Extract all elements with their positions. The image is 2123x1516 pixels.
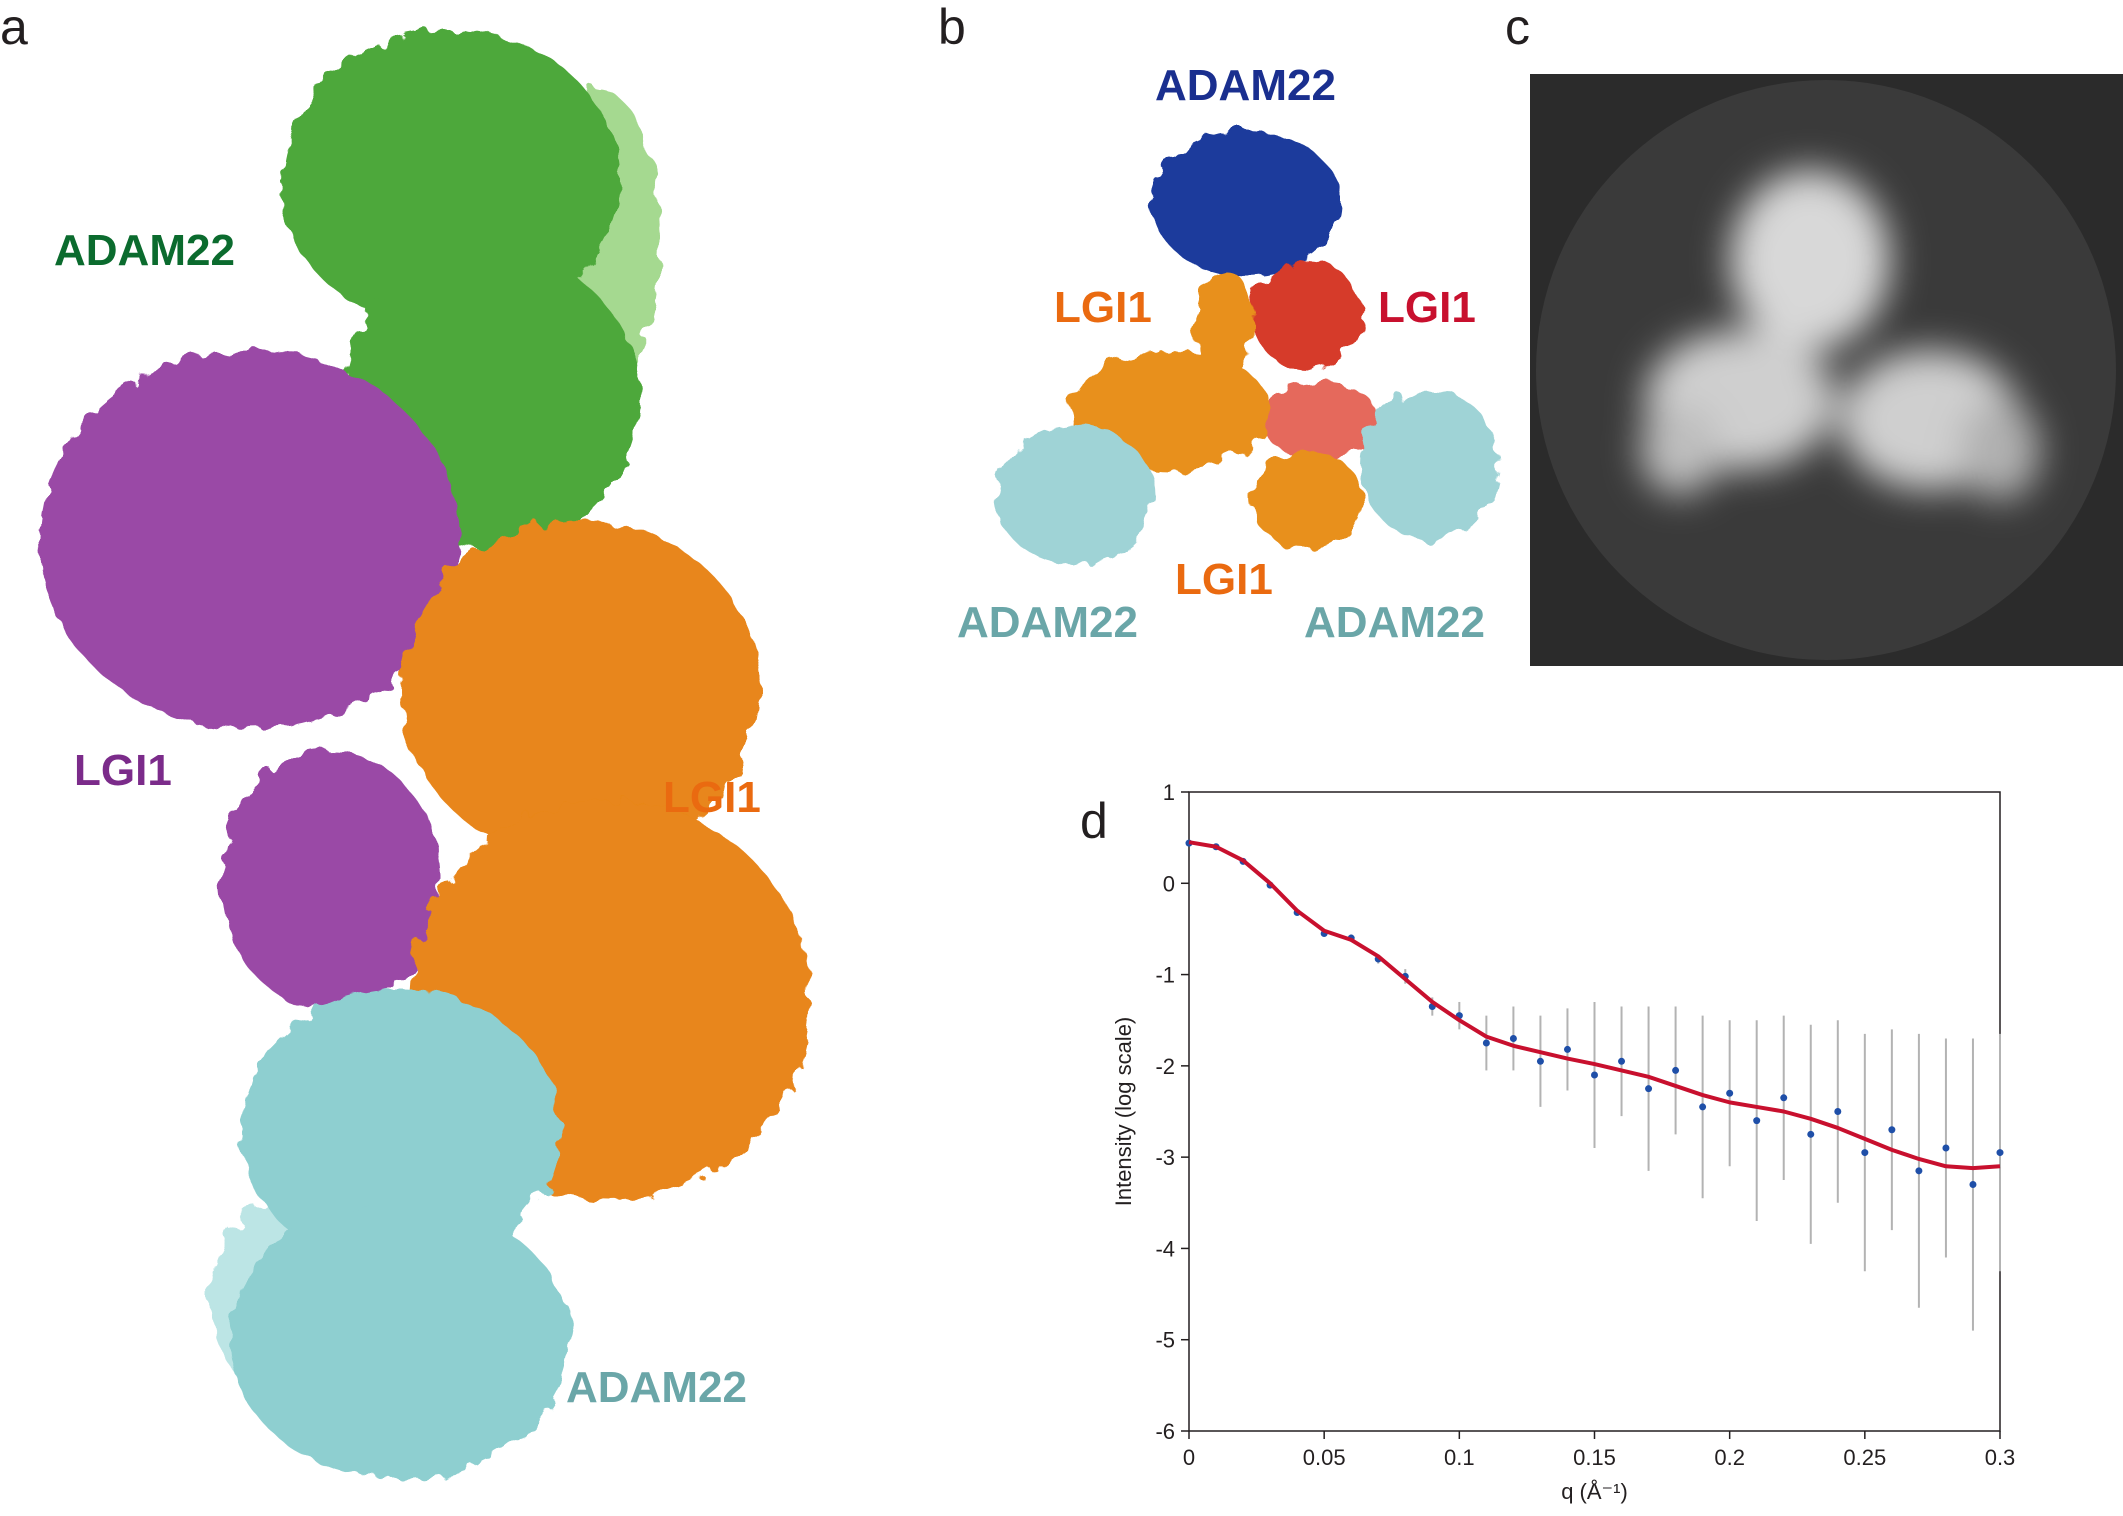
panel-label: a (0, 0, 28, 55)
data-point (1753, 1117, 1761, 1125)
y-tick-label: 0 (1163, 871, 1175, 896)
y-tick-label: -6 (1155, 1419, 1175, 1444)
structure-a (40, 30, 810, 1480)
annotation: ADAM22 (1304, 598, 1485, 647)
data-point (1618, 1057, 1626, 1065)
x-tick-label: 0 (1183, 1445, 1195, 1470)
annotation: LGI1 (74, 746, 172, 795)
data-point (1591, 1071, 1598, 1079)
surface (240, 990, 560, 1270)
y-tick-label: 1 (1163, 780, 1175, 805)
surface (1252, 450, 1362, 550)
y-tick-label: -3 (1155, 1145, 1175, 1170)
surface (1260, 382, 1380, 458)
annotation: ADAM22 (54, 226, 235, 275)
data-point (1996, 1149, 2004, 1157)
y-tick-label: -5 (1155, 1328, 1175, 1353)
x-tick-label: 0.05 (1303, 1445, 1346, 1470)
density (1640, 170, 2040, 500)
x-tick-label: 0.15 (1573, 1445, 1616, 1470)
data-point (1915, 1167, 1923, 1175)
structure-b (995, 131, 1500, 565)
data-point (1645, 1085, 1653, 1093)
x-tick-label: 0.1 (1444, 1445, 1475, 1470)
panel-label: c (1505, 0, 1530, 55)
panel-label: d (1080, 793, 1108, 849)
data-point (1888, 1126, 1896, 1134)
annotation: ADAM22 (1155, 61, 1336, 110)
annotation: ADAM22 (566, 1363, 747, 1412)
data-point (1942, 1144, 1950, 1152)
annotation: LGI1 (1378, 283, 1476, 332)
data-point (1509, 1034, 1517, 1042)
y-tick-label: -2 (1155, 1054, 1175, 1079)
data-point (1780, 1094, 1788, 1102)
panel-label: b (938, 0, 966, 55)
x-tick-label: 0.3 (1985, 1445, 2016, 1470)
surface (400, 520, 760, 860)
annotation: LGI1 (663, 773, 761, 822)
data-point (1807, 1130, 1815, 1138)
surface (40, 350, 460, 730)
annotation: LGI1 (1175, 555, 1273, 604)
surface (280, 30, 620, 330)
data-point (1861, 1149, 1869, 1157)
surface (1360, 390, 1500, 540)
x-axis-label: q (Å⁻¹) (1561, 1479, 1628, 1504)
annotation: LGI1 (1054, 283, 1152, 332)
y-axis-label: Intensity (log scale) (1111, 1017, 1136, 1207)
x-tick-label: 0.2 (1714, 1445, 1745, 1470)
y-tick-label: -4 (1155, 1236, 1175, 1261)
data-point (1536, 1057, 1544, 1065)
data-point (1563, 1045, 1571, 1053)
data-point (1672, 1066, 1680, 1074)
surface (995, 425, 1155, 565)
saxs-chart: 0 0.05 0.1 0.15 0.2 0.25 0.3 -6 -5 -4 -3 -2 -1 0 1 q (Å… (1111, 780, 2015, 1504)
data-point (1699, 1103, 1707, 1111)
data-point (1834, 1108, 1842, 1115)
data-point (1726, 1089, 1734, 1097)
surface (1151, 131, 1341, 275)
fit-line (1188, 840, 2001, 1171)
y-tick-label: -1 (1155, 963, 1175, 988)
data-point (1969, 1181, 1977, 1189)
surface (220, 750, 440, 1010)
annotation: ADAM22 (957, 598, 1138, 647)
data-point (1482, 1039, 1490, 1047)
surface (230, 1200, 570, 1480)
x-tick-label: 0.25 (1843, 1445, 1886, 1470)
surface (1252, 260, 1362, 370)
mask (1536, 80, 2116, 660)
surface (1195, 270, 1255, 380)
